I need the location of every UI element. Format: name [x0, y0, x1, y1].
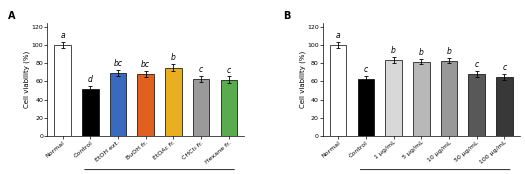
Text: bc: bc [141, 60, 150, 69]
Text: A: A [8, 11, 15, 21]
Bar [358, 79, 374, 136]
Bar [330, 45, 346, 136]
Bar [110, 73, 127, 136]
Text: b: b [419, 48, 424, 57]
Text: a: a [336, 31, 340, 40]
Text: c: c [199, 65, 203, 74]
Text: b: b [447, 47, 452, 56]
Text: c: c [502, 63, 507, 72]
Bar [496, 77, 513, 136]
Y-axis label: Cell viability (%): Cell viability (%) [299, 50, 306, 108]
Bar [220, 80, 237, 136]
Bar [413, 62, 429, 136]
Bar [193, 79, 209, 136]
Bar [165, 68, 182, 136]
Text: b: b [391, 46, 396, 55]
Text: B: B [284, 11, 291, 21]
Bar [385, 60, 402, 136]
Bar [82, 89, 99, 136]
Bar [54, 45, 71, 136]
Text: c: c [475, 60, 479, 69]
Text: a: a [60, 31, 65, 40]
Y-axis label: Cell viability (%): Cell viability (%) [24, 50, 30, 108]
Text: c: c [364, 65, 368, 74]
Text: b: b [171, 53, 176, 62]
Bar [468, 74, 485, 136]
Text: c: c [227, 66, 231, 75]
Text: bc: bc [113, 59, 122, 68]
Bar [440, 61, 457, 136]
Text: d: d [88, 75, 93, 84]
Bar [138, 74, 154, 136]
